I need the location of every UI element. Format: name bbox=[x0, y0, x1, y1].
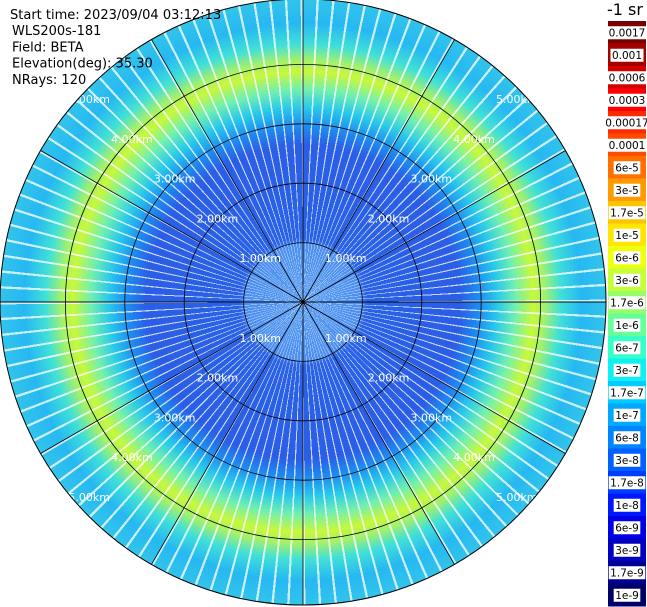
colorbar-label-bg bbox=[613, 183, 641, 197]
colorbar-label-bg bbox=[613, 588, 641, 602]
colorbar-label: 0.00017 bbox=[605, 117, 647, 129]
spoke bbox=[40, 150, 304, 303]
ring-label: 4.00km bbox=[453, 451, 495, 464]
ring-label: 5.00km bbox=[68, 491, 110, 504]
colorbar-label-bg bbox=[613, 408, 641, 422]
colorbar-label-bg bbox=[608, 386, 646, 400]
colorbar-label-bg bbox=[613, 251, 641, 265]
colorbar-label: 3e-7 bbox=[615, 365, 639, 377]
ring-label: 4.00km bbox=[453, 133, 495, 146]
colorbar-label: 6e-6 bbox=[615, 252, 639, 264]
colorbar-label: 1.7e-9 bbox=[610, 567, 644, 579]
ring-label: 2.00km bbox=[368, 212, 410, 225]
colorbar-label: 3e-6 bbox=[615, 275, 639, 287]
range-ring bbox=[183, 182, 423, 422]
colorbar-label-bg bbox=[608, 206, 646, 220]
header-line: Field: BETA bbox=[12, 40, 84, 55]
ring-label: 3.00km bbox=[154, 411, 196, 424]
colorbar-label: 0.0003 bbox=[609, 95, 646, 107]
ring-label: 1.00km bbox=[325, 332, 367, 345]
range-ring bbox=[64, 63, 542, 541]
spoke bbox=[302, 301, 566, 454]
ring-label: 1.00km bbox=[239, 332, 281, 345]
colorbar-label-bg bbox=[607, 93, 647, 107]
colorbar-label-bg bbox=[608, 476, 646, 490]
colorbar-label-bg bbox=[608, 296, 646, 310]
colorbar-label-bg bbox=[613, 453, 641, 467]
ring-label: 1.00km bbox=[239, 252, 281, 265]
ring-label: 5.00km bbox=[496, 93, 538, 106]
colorbar-label-bg bbox=[613, 431, 641, 445]
colorbar-label: 1e-8 bbox=[615, 500, 639, 512]
colorbar-label-bg bbox=[613, 318, 641, 332]
colorbar-label-bg bbox=[613, 341, 641, 355]
colorbar-label: 3e-9 bbox=[615, 545, 639, 557]
header-line: Start time: 2023/09/04 03:12:13 bbox=[10, 8, 221, 23]
colorbar-label: 6e-9 bbox=[615, 522, 639, 534]
colorbar-label: 6e-5 bbox=[615, 162, 639, 174]
colorbar-label-bg bbox=[613, 498, 641, 512]
colorbar-label: 3e-5 bbox=[615, 185, 639, 197]
header-line: WLS200s-181 bbox=[12, 24, 101, 39]
header-line: Elevation(deg): 35.30 bbox=[12, 57, 153, 72]
range-ring bbox=[124, 123, 482, 481]
colorbar-label-bg bbox=[613, 273, 641, 287]
colorbar-label: 1.7e-7 bbox=[610, 387, 644, 399]
spoke bbox=[302, 301, 455, 565]
colorbar-label-bg bbox=[613, 363, 641, 377]
colorbar-label: 0.001 bbox=[612, 50, 642, 62]
spoke bbox=[151, 39, 304, 303]
colorbar-label: 1e-9 bbox=[615, 590, 639, 602]
ring-label: 5.00km bbox=[68, 93, 110, 106]
ring-label: 4.00km bbox=[111, 133, 153, 146]
colorbar-label: 1e-5 bbox=[615, 230, 639, 242]
ring-label: 2.00km bbox=[368, 372, 410, 385]
colorbar-label-bg bbox=[608, 566, 646, 580]
colorbar-label: 1.7e-6 bbox=[610, 297, 644, 309]
colorbar-label-bg bbox=[607, 26, 647, 40]
colorbar-label-bg bbox=[613, 161, 641, 175]
ring-label: 2.00km bbox=[197, 212, 239, 225]
ring-label: 4.00km bbox=[111, 451, 153, 464]
spoke bbox=[40, 301, 304, 454]
colorbar-label: 1e-7 bbox=[615, 410, 639, 422]
ring-label: 1.00km bbox=[325, 252, 367, 265]
colorbar-label-bg bbox=[610, 48, 644, 62]
colorbar-label: 1.7e-5 bbox=[610, 207, 644, 219]
ring-label: 3.00km bbox=[154, 173, 196, 186]
range-ring bbox=[243, 242, 363, 362]
spoke bbox=[151, 301, 304, 565]
colorbar-label: 0.0001 bbox=[609, 140, 646, 152]
colorbar-label: 6e-8 bbox=[615, 432, 639, 444]
colorbar-label: 6e-7 bbox=[615, 342, 639, 354]
colorbar-label-bg bbox=[613, 228, 641, 242]
outer-ring bbox=[0, 0, 607, 606]
colorbar-label-bg bbox=[603, 116, 647, 130]
spoke bbox=[302, 39, 455, 303]
ring-label: 3.00km bbox=[411, 173, 453, 186]
colorbar-label-bg bbox=[607, 138, 647, 152]
colorbar-title: -1 sr bbox=[607, 0, 643, 19]
colorbar-label: 1e-6 bbox=[615, 320, 639, 332]
ring-label: 5.00km bbox=[496, 491, 538, 504]
ring-label: 3.00km bbox=[411, 411, 453, 424]
header-line: NRays: 120 bbox=[12, 73, 86, 88]
colorbar-label-bg bbox=[607, 71, 647, 85]
colorbar-label-bg bbox=[613, 521, 641, 535]
spoke bbox=[302, 150, 566, 303]
colorbar-label: 1.7e-8 bbox=[610, 477, 644, 489]
colorbar-label-bg bbox=[613, 543, 641, 557]
ring-label: 2.00km bbox=[197, 372, 239, 385]
colorbar-label: 0.0017 bbox=[609, 27, 646, 39]
colorbar-label: 0.0006 bbox=[609, 72, 646, 84]
colorbar-label: 3e-8 bbox=[615, 455, 639, 467]
